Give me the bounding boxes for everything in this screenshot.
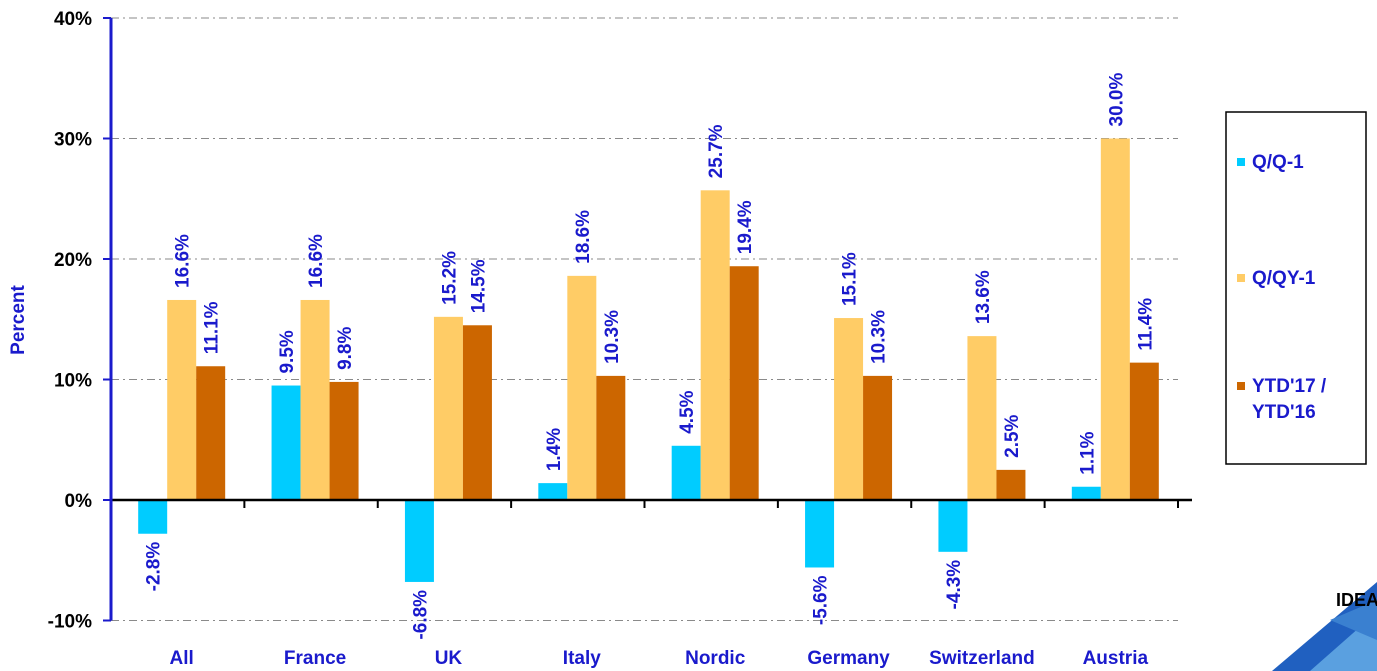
y-tick-label: 20% [54,250,92,271]
data-label: 9.8% [335,326,356,369]
bar-germany-s2 [863,375,893,500]
legend-swatch-ytd [1237,382,1245,390]
data-label: 11.1% [202,301,223,354]
y-tick-label: 10% [54,371,92,392]
data-label: 15.1% [840,252,861,306]
data-label: 1.4% [544,428,565,471]
data-label: -6.8% [410,590,431,640]
bar-switzerland-s0 [938,500,968,552]
data-label: -4.3% [944,560,965,610]
bar-all-s0 [138,500,168,534]
data-label: 1.1% [1077,431,1098,474]
bar-austria-s1 [1100,138,1130,500]
logo-text: IDEA [1336,590,1377,610]
data-label: 10.3% [869,310,890,364]
bar-all-s1 [167,299,197,500]
data-label: 10.3% [602,310,623,364]
data-label: 11.4% [1135,298,1156,351]
legend-label-ytd-line2: YTD'16 [1252,402,1316,423]
gridlines [111,17,1178,621]
y-tick-label: 40% [54,9,92,30]
bar-nordic-s2 [729,266,759,500]
bar-all-s2 [196,366,226,500]
bar-france-s2 [329,381,359,500]
data-label: 19.4% [735,200,756,254]
legend-label-ytd-line1: YTD'17 / [1252,376,1327,397]
y-axis-title: Percent [8,284,29,354]
legend-swatch-q-q-1 [1237,158,1245,166]
bars [138,138,1159,582]
x-tick-label: Germany [807,648,890,669]
legend-box [1225,111,1367,465]
x-tick-label: France [284,648,346,669]
data-label: 14.5% [468,259,489,313]
logo-shape-mid [1330,600,1377,640]
logo: IDEA [1272,582,1377,671]
x-tick-label: All [170,648,194,669]
data-label: 30.0% [1106,73,1127,127]
bar-france-s1 [300,299,330,500]
data-label: 25.7% [706,124,727,178]
bar-uk-s2 [462,325,492,500]
data-label: 16.6% [306,234,327,288]
bar-italy-s1 [567,275,597,500]
bar-switzerland-s1 [967,336,997,500]
legend: Q/Q-1 Q/QY-1 YTD'17 / YTD'16 [1225,111,1367,465]
bar-nordic-s1 [700,190,730,500]
data-label: 2.5% [1002,414,1023,457]
bar-austria-s0 [1071,486,1101,500]
legend-label-q-qy-1: Q/QY-1 [1252,268,1316,289]
bar-germany-s1 [834,318,864,500]
x-tick-label: Austria [1083,648,1149,669]
x-tick-label: UK [435,648,463,669]
y-tick-label: 30% [54,130,92,151]
y-tick-label: -10% [48,612,92,633]
data-label: 16.6% [173,234,194,288]
data-label: -2.8% [144,542,165,592]
bar-france-s0 [271,385,301,500]
bar-austria-s2 [1129,362,1159,500]
data-label: 9.5% [277,330,298,373]
bar-nordic-s0 [671,445,701,500]
data-label: 18.6% [573,210,594,264]
legend-label-q-q-1: Q/Q-1 [1252,152,1304,173]
data-label: 15.2% [439,251,460,305]
axes: -10% 0% 10% 20% 30% 40% All France UK Italy Nordic… [48,9,1192,669]
legend-swatch-q-qy-1 [1237,274,1245,282]
bar-germany-s0 [805,500,835,568]
x-tick-label: Switzerland [929,648,1035,669]
data-label: 13.6% [973,270,994,324]
bar-italy-s0 [538,483,568,500]
data-label: 4.5% [677,390,698,433]
data-labels: -2.8% 16.6% 11.1% 9.5% 16.6% 9.8% -6.8% 15.2% 14… [144,73,1157,640]
bar-uk-s0 [404,500,434,582]
bar-italy-s2 [596,375,626,500]
x-tick-label: Nordic [685,648,746,669]
x-tick-label: Italy [563,648,601,669]
data-label: -5.6% [811,575,832,625]
bar-uk-s1 [433,316,463,500]
bar-switzerland-s2 [996,469,1026,500]
y-tick-label: 0% [65,491,93,512]
